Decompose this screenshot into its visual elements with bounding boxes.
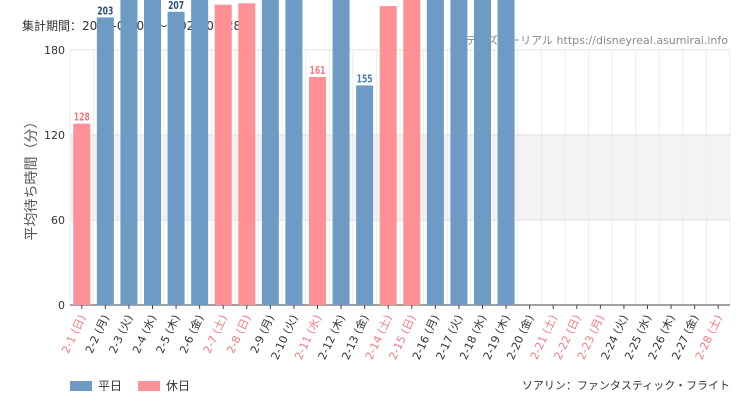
- data-label: 161: [310, 64, 326, 77]
- y-axis-label: 平均待ち時間（分）: [24, 115, 40, 241]
- data-label: 155: [357, 72, 373, 85]
- legend-item-weekday[interactable]: 平日: [70, 377, 122, 394]
- bar[interactable]: [474, 0, 491, 305]
- bar[interactable]: [120, 0, 138, 305]
- bar[interactable]: [450, 0, 468, 305]
- y-tick-label: 60: [51, 214, 65, 227]
- legend-label-weekday: 平日: [98, 379, 123, 393]
- bar[interactable]: [356, 85, 374, 306]
- bar[interactable]: [332, 0, 350, 305]
- data-label: 212: [215, 0, 231, 5]
- data-label: 207: [168, 0, 184, 12]
- bar[interactable]: [261, 0, 279, 305]
- bar[interactable]: [96, 17, 114, 306]
- bar[interactable]: [214, 4, 232, 306]
- legend: 平日 休日: [70, 377, 190, 394]
- data-label: 213: [239, 0, 255, 3]
- bar[interactable]: [403, 0, 421, 305]
- data-label: 203: [97, 4, 113, 17]
- data-label: 211: [380, 0, 396, 6]
- bar[interactable]: [426, 0, 444, 305]
- bar[interactable]: [144, 0, 161, 305]
- bar[interactable]: [309, 76, 326, 306]
- legend-swatch-holiday: [138, 380, 161, 391]
- bar[interactable]: [497, 0, 515, 305]
- bar[interactable]: [379, 6, 397, 305]
- bar[interactable]: [167, 11, 185, 305]
- attraction-name: ソアリン：ファンタスティック・フライト: [521, 379, 730, 392]
- bar[interactable]: [191, 0, 209, 305]
- bar[interactable]: [285, 0, 303, 305]
- bar[interactable]: [73, 123, 91, 306]
- legend-label-holiday: 休日: [166, 379, 191, 393]
- y-tick-label: 0: [58, 299, 65, 312]
- y-tick-label: 120: [44, 129, 65, 142]
- data-label: 128: [74, 111, 90, 124]
- legend-item-holiday[interactable]: 休日: [138, 377, 190, 394]
- bar[interactable]: [238, 3, 256, 305]
- source-credit: ディズニーリアル https://disneyreal.asumirai.inf…: [465, 34, 728, 47]
- y-tick-label: 180: [44, 44, 65, 57]
- legend-swatch-weekday: [70, 380, 92, 391]
